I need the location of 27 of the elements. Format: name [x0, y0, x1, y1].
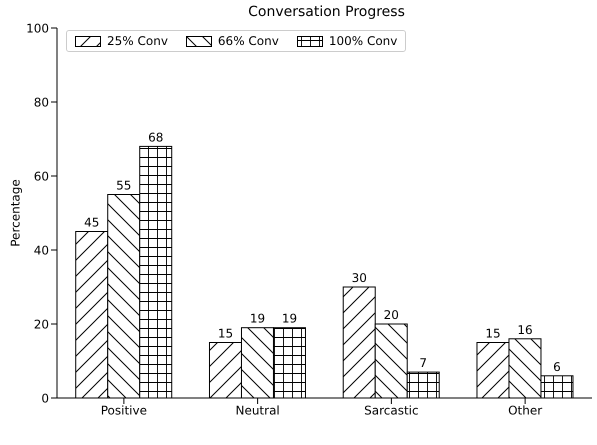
- data-label: 7: [419, 356, 428, 370]
- y-tick-label: 0: [41, 391, 49, 406]
- data-label: 6: [553, 360, 561, 374]
- data-label: 19: [282, 312, 298, 326]
- data-label: 16: [517, 322, 533, 337]
- y-tick-label: 20: [34, 317, 49, 332]
- y-tick-label: 60: [34, 169, 49, 184]
- legend-label: 25% Conv: [107, 34, 168, 48]
- data-label: 45: [84, 216, 100, 230]
- legend-label: 100% Conv: [328, 34, 398, 48]
- chart-title: Conversation Progress: [247, 4, 406, 20]
- legend-label: 66% Conv: [218, 34, 279, 48]
- y-tick-label: 80: [34, 95, 49, 110]
- x-tick-label: Sarcastic: [364, 404, 419, 418]
- y-axis-title: Percentage: [8, 179, 22, 247]
- data-label: 19: [250, 312, 266, 326]
- x-tick-label: Other: [508, 404, 542, 418]
- data-label: 15: [218, 326, 234, 340]
- data-label: 55: [116, 178, 132, 192]
- data-label: 20: [384, 308, 399, 322]
- x-tick-label: Positive: [100, 404, 148, 418]
- data-label: 15: [485, 326, 501, 340]
- x-tick-label: Neutral: [235, 404, 280, 418]
- data-label: 68: [148, 130, 164, 144]
- y-tick-label: 40: [34, 243, 49, 258]
- data-label: 30: [352, 271, 367, 285]
- y-tick-label: 100: [26, 21, 49, 36]
